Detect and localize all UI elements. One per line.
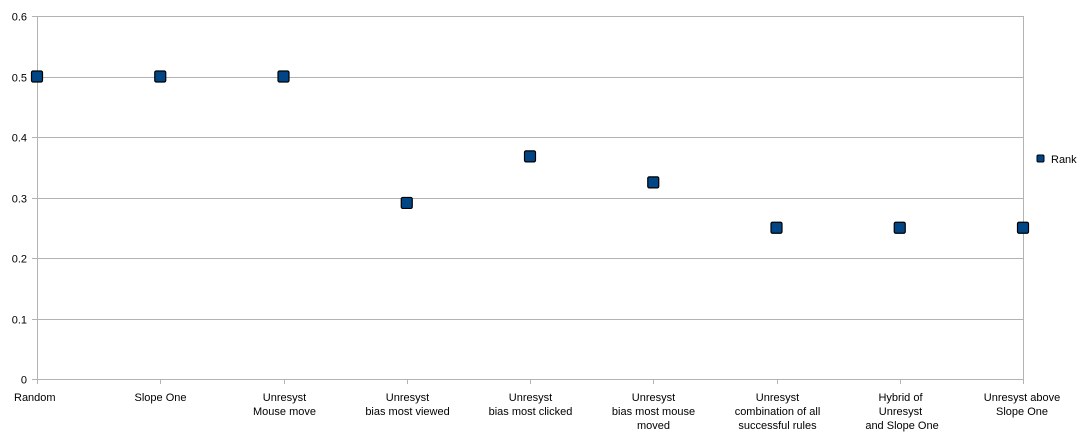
- x-tick-label-line: Unresyst: [386, 392, 429, 404]
- data-points: [30, 70, 1030, 234]
- legend-marker: [1036, 154, 1045, 163]
- x-tick-label-line: combination of all: [735, 406, 821, 418]
- x-tick-label-line: Unresyst: [263, 392, 306, 404]
- x-tick-label-line: Mouse move: [253, 406, 316, 418]
- x-tick-label-line: bias most viewed: [365, 406, 449, 418]
- y-tick-label: 0.2: [12, 254, 27, 266]
- y-tick-label: 0.6: [12, 12, 27, 24]
- x-tick-label-line: bias most clicked: [489, 406, 573, 418]
- x-tick-label-line: Random: [14, 392, 56, 404]
- y-tick-label: 0.3: [12, 194, 27, 206]
- x-tick-label-line: bias most mouse: [612, 406, 695, 418]
- data-point: [154, 70, 167, 83]
- legend: Rank: [1036, 154, 1077, 166]
- x-tick-label: Unresyst Mouse move: [253, 392, 316, 418]
- y-tick-label: 0.1: [12, 315, 27, 327]
- x-tick-label: Unresyst combination of all successful rul…: [735, 392, 821, 432]
- x-tick-label: Unresyst bias most mouse moved: [612, 392, 695, 432]
- data-point: [400, 196, 413, 210]
- x-tick-label-line: and Slope One: [862, 420, 938, 432]
- x-tick-label: Unresyst above Slope One: [984, 392, 1060, 418]
- data-point: [1016, 221, 1030, 234]
- y-tick-label: 0: [21, 375, 27, 387]
- x-tick-label-line: Slope One: [135, 392, 187, 404]
- x-tick-label-line: Unresyst: [632, 392, 675, 404]
- x-tick-label-line: Slope One: [996, 406, 1048, 418]
- data-point: [30, 70, 44, 83]
- x-tick-label: Hybrid of Unresyst and Slope One: [862, 392, 938, 432]
- legend-label: Rank: [1051, 154, 1077, 166]
- x-tick-label-line: moved: [637, 420, 670, 432]
- x-tick-label: Slope One: [135, 392, 187, 404]
- x-tick-label: Unresyst bias most clicked: [489, 392, 573, 418]
- x-tick-label-line: Unresyst: [509, 392, 552, 404]
- x-tick-label-line: successful rules: [738, 420, 817, 432]
- data-point: [893, 221, 906, 234]
- y-tick-label: 0.4: [12, 133, 27, 145]
- data-point: [523, 150, 537, 163]
- x-tick-label: Unresyst bias most viewed: [365, 392, 449, 418]
- axes: [32, 16, 1024, 384]
- x-tick-label-line: Unresyst: [879, 406, 922, 418]
- data-point: [277, 70, 290, 83]
- x-tick-label-line: Hybrid of: [878, 392, 923, 404]
- x-tick-label-line: Unresyst above: [984, 392, 1060, 404]
- grid-lines: [37, 16, 1023, 320]
- y-tick-label: 0.5: [12, 73, 27, 85]
- y-tick-labels: 0 0.1 0.2 0.3 0.4 0.5 0.6: [12, 12, 27, 387]
- data-point: [647, 176, 660, 189]
- data-point: [770, 221, 783, 234]
- x-tick-labels: Random Slope One Unresyst Mouse moveUnresys…: [14, 392, 1060, 432]
- x-tick-label: Random: [14, 392, 56, 404]
- x-tick-label-line: Unresyst: [756, 392, 799, 404]
